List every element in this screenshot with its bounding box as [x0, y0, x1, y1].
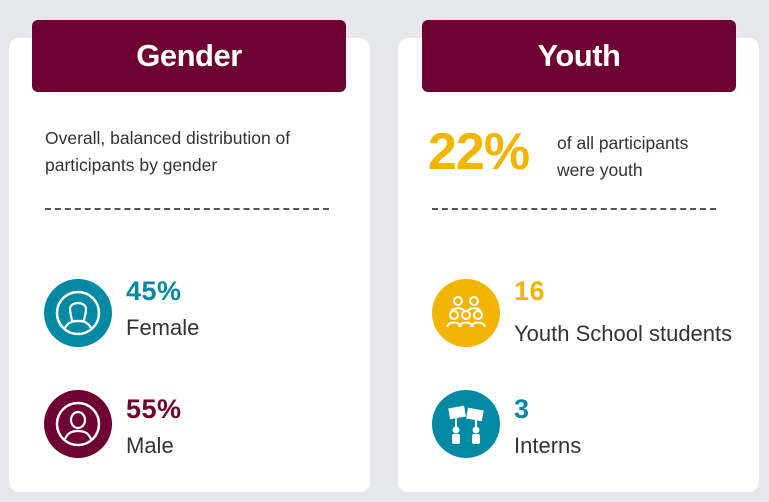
female-avatar-icon [44, 279, 112, 347]
youth-students-count: 16 [514, 276, 546, 306]
interns-label: Interns [514, 433, 582, 458]
gender-divider [45, 208, 329, 210]
male-avatar-icon [44, 390, 112, 458]
group-icon [432, 279, 500, 347]
youth-banner: Youth [422, 20, 736, 92]
gender-title: Gender [136, 38, 242, 73]
youth-percent: 22% [428, 123, 530, 181]
youth-divider [432, 208, 716, 210]
interns-count: 3 [514, 394, 530, 424]
youth-percent-note: of all participants were youth [557, 133, 689, 180]
female-label: Female [126, 315, 200, 340]
gender-banner: Gender [32, 20, 346, 92]
gender-intro: Overall, balanced distribution of partic… [45, 128, 291, 175]
male-percent: 55% [126, 394, 182, 424]
youth-students-label: Youth School students [514, 321, 733, 346]
protest-signs-icon [432, 390, 500, 458]
male-label: Male [126, 433, 174, 458]
youth-title: Youth [537, 38, 621, 73]
female-percent: 45% [126, 276, 182, 306]
